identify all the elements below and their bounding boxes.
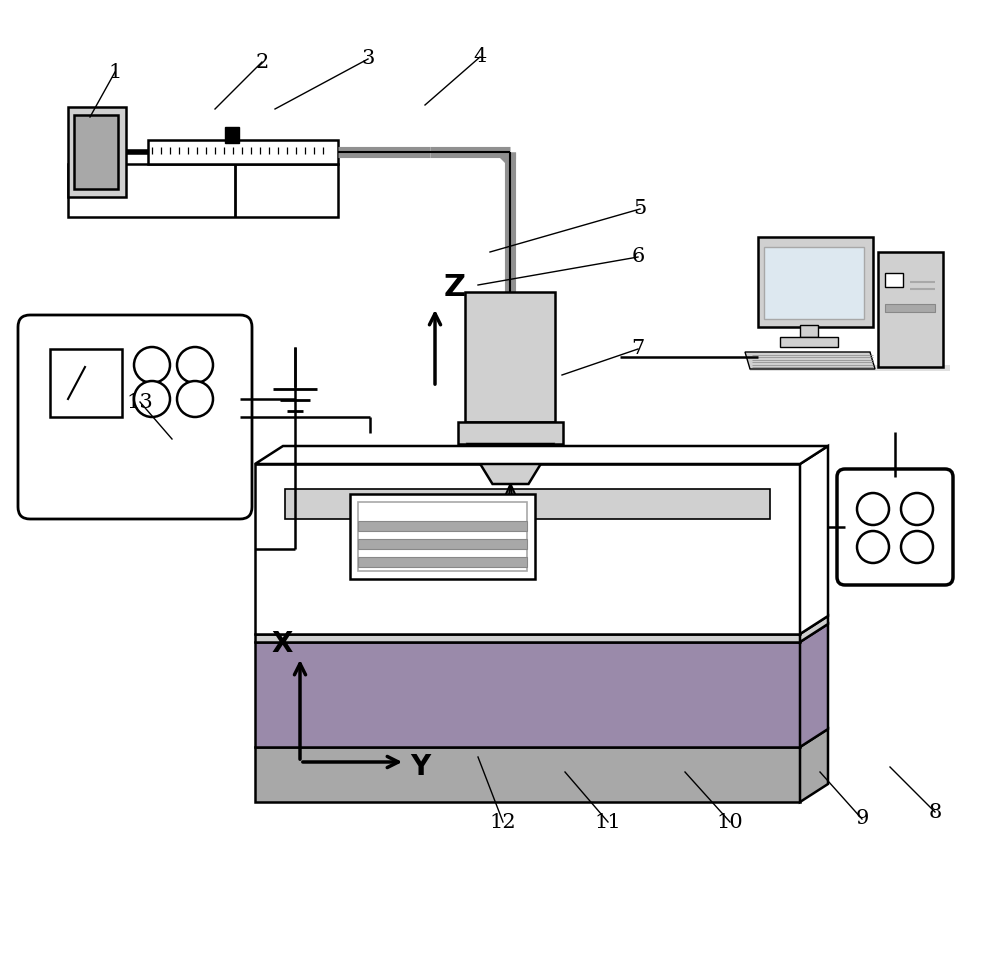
Bar bbox=[780, 337, 838, 347]
Circle shape bbox=[857, 531, 889, 563]
FancyBboxPatch shape bbox=[18, 315, 252, 519]
Text: 2: 2 bbox=[255, 52, 269, 72]
Circle shape bbox=[177, 347, 213, 383]
Text: 9: 9 bbox=[855, 809, 869, 829]
Text: 10: 10 bbox=[717, 812, 743, 832]
Text: 13: 13 bbox=[127, 393, 153, 412]
FancyBboxPatch shape bbox=[837, 469, 953, 585]
Bar bbox=[148, 140, 338, 164]
Text: X: X bbox=[271, 630, 293, 658]
Bar bbox=[255, 642, 800, 747]
Text: Z: Z bbox=[444, 273, 466, 302]
Bar bbox=[74, 115, 118, 189]
Bar bbox=[225, 127, 239, 143]
Polygon shape bbox=[750, 365, 950, 371]
Polygon shape bbox=[800, 624, 828, 747]
Bar bbox=[350, 494, 535, 579]
Polygon shape bbox=[800, 446, 828, 634]
Bar bbox=[68, 164, 338, 217]
Circle shape bbox=[177, 381, 213, 417]
Text: 12: 12 bbox=[490, 812, 516, 832]
Bar bbox=[885, 304, 935, 312]
Bar bbox=[458, 422, 563, 444]
Bar bbox=[358, 539, 527, 549]
Bar bbox=[465, 292, 555, 422]
Bar bbox=[758, 237, 873, 327]
Text: 4: 4 bbox=[473, 47, 487, 67]
Circle shape bbox=[901, 531, 933, 563]
Text: 8: 8 bbox=[928, 803, 942, 822]
Bar bbox=[255, 464, 800, 634]
Bar bbox=[68, 107, 126, 197]
Bar bbox=[285, 489, 770, 519]
Polygon shape bbox=[745, 352, 875, 369]
Polygon shape bbox=[468, 444, 553, 484]
Text: Y: Y bbox=[410, 753, 430, 781]
Text: 6: 6 bbox=[631, 248, 645, 267]
Text: 11: 11 bbox=[595, 812, 621, 832]
Bar bbox=[878, 252, 943, 367]
Circle shape bbox=[134, 347, 170, 383]
Text: 5: 5 bbox=[633, 199, 647, 219]
Circle shape bbox=[134, 381, 170, 417]
Circle shape bbox=[901, 493, 933, 525]
Polygon shape bbox=[800, 616, 828, 642]
Text: 7: 7 bbox=[631, 339, 645, 359]
Bar bbox=[255, 634, 800, 642]
Bar bbox=[255, 747, 800, 802]
Polygon shape bbox=[800, 729, 828, 802]
Bar bbox=[358, 521, 527, 531]
Bar bbox=[50, 349, 122, 417]
Bar bbox=[800, 325, 818, 337]
Bar bbox=[764, 247, 864, 319]
Text: 1: 1 bbox=[108, 63, 122, 81]
Bar bbox=[358, 502, 527, 571]
Bar bbox=[358, 557, 527, 567]
Circle shape bbox=[857, 493, 889, 525]
Polygon shape bbox=[255, 446, 828, 464]
Bar bbox=[885, 273, 903, 287]
Text: 3: 3 bbox=[361, 49, 375, 69]
